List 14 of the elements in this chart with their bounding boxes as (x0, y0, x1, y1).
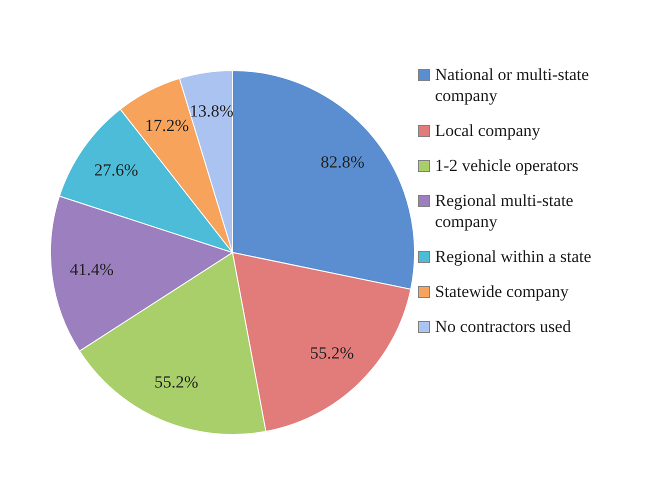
legend-label: National or multi-state company (435, 64, 590, 106)
legend-label: 1-2 vehicle operators (435, 155, 578, 176)
legend-label: Regional within a state (435, 246, 592, 267)
legend-label: Local company (435, 120, 540, 141)
data-label: 13.8% (190, 102, 234, 121)
data-label: 55.2% (154, 372, 198, 392)
legend-label: No contractors used (435, 316, 571, 337)
data-label: 55.2% (310, 343, 354, 362)
data-label: 82.8% (320, 152, 365, 172)
data-label: 17.2% (144, 116, 189, 136)
legend-label: Regional multi-state company (435, 190, 574, 232)
data-label: 41.4% (70, 260, 114, 280)
legend-label: Statewide company (435, 281, 569, 302)
data-label: 27.6% (94, 160, 138, 180)
